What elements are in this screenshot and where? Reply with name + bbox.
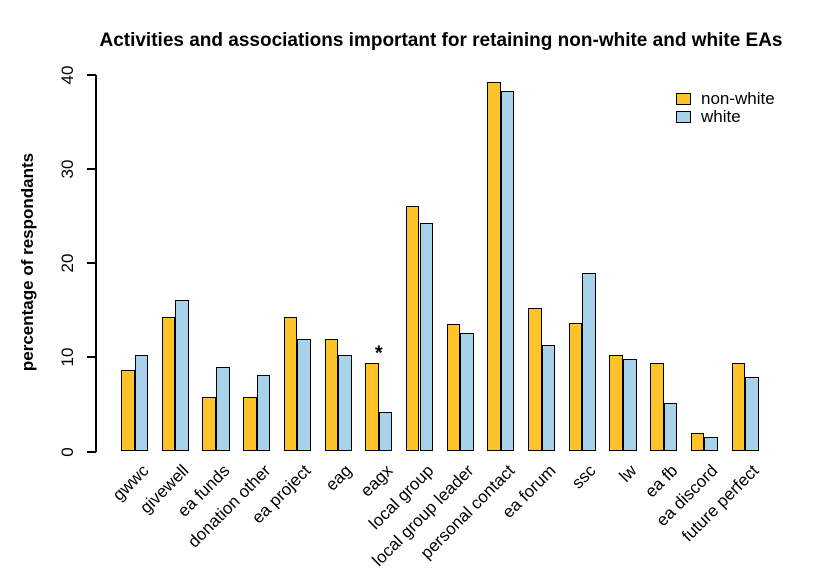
bar-white-local-group-leader [460,332,474,452]
bar-non-white-ea-forum [528,308,542,452]
bar-non-white-local-group [405,205,420,452]
legend-swatch-white [676,111,691,123]
bar-non-white-ea-fb [650,363,664,452]
bar-white-ea-project [297,339,311,452]
bar-white-gwwc [134,355,149,452]
y-tick-label-text: 40 [58,65,77,85]
x-axis-label-text: eag [322,461,356,495]
y-tick-mark-30 [87,168,96,171]
y-tick-label-text: 20 [58,253,77,273]
bar-white-lw [623,359,637,452]
bar-non-white-local-group-leader [446,324,461,452]
bar-non-white-eagx [365,363,379,452]
bar-white-future-perfect [745,377,759,452]
y-tick-label-text: 0 [58,446,77,457]
bar-white-ssc [582,272,596,452]
bar-non-white-ea-discord [690,432,705,452]
legend-label-white: white [701,107,741,126]
x-axis-label-text: ssc [568,461,600,493]
significance-asterisk: * [374,342,383,365]
y-tick-mark-0 [87,450,96,453]
legend-item-white: white [676,107,775,126]
y-tick-label-text: 30 [58,159,77,179]
bar-non-white-ea-project [283,316,298,452]
bar-non-white-gwwc [121,369,135,452]
bar-non-white-givewell [161,316,176,452]
bar-non-white-personal-contact [487,81,501,452]
bar-white-eag [338,355,352,452]
y-axis-title-text: percentage of respondants [18,152,37,372]
bar-non-white-eag [324,339,339,452]
bar-white-givewell [175,299,189,452]
bar-white-ea-funds [216,366,230,452]
y-tick-mark-40 [87,74,96,76]
bar-non-white-donation-other [243,396,257,452]
bar-white-personal-contact [500,91,515,452]
bar-non-white-lw [609,355,623,452]
bar-white-ea-forum [541,345,556,452]
bar-white-eagx [378,411,393,452]
x-axis-label-text: lw [615,461,641,486]
y-axis-line [95,75,97,452]
y-tick-mark-10 [87,356,96,359]
bar-non-white-ssc [568,323,583,452]
bar-white-donation-other [256,375,271,452]
legend-label-non-white: non-white [701,89,775,108]
bar-white-local-group [419,222,434,452]
legend-item-non-white: non-white [676,89,775,108]
bar-non-white-ea-funds [202,396,216,452]
legend-swatch-non-white [676,93,691,105]
bar-white-ea-fb [663,403,678,452]
legend: non-white white [676,89,775,128]
chart-title: Activities and associations important fo… [99,30,783,51]
bar-non-white-future-perfect [731,363,746,452]
y-tick-label-text: 10 [58,347,77,367]
y-tick-mark-20 [87,262,96,265]
bar-white-ea-discord [704,437,718,452]
